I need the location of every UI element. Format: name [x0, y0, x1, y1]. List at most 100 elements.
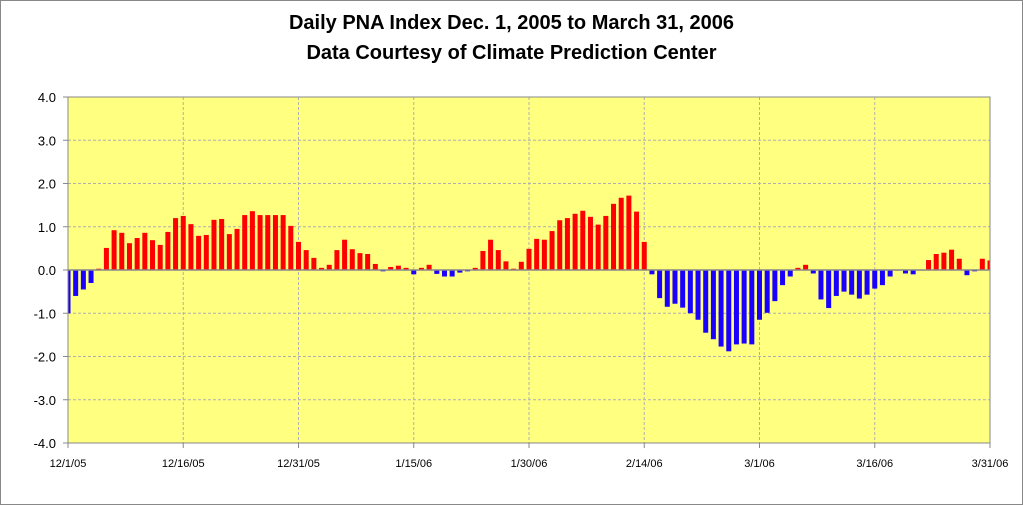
y-tick-label: -1.0 [34, 306, 56, 321]
bar [68, 270, 71, 314]
bar [979, 258, 985, 270]
bar [411, 270, 417, 275]
bar [88, 270, 94, 283]
y-tick-label: -4.0 [34, 436, 56, 451]
bar [418, 267, 424, 270]
x-tick-label: 3/31/06 [972, 458, 1009, 470]
bar [449, 270, 455, 277]
bar [534, 238, 540, 270]
bar [733, 270, 739, 345]
bar [956, 258, 962, 270]
bar [741, 270, 747, 344]
chart-subtitle: Data Courtesy of Climate Prediction Cent… [306, 42, 717, 64]
bar [572, 213, 578, 270]
x-tick-label: 12/31/05 [277, 458, 320, 470]
bar [180, 215, 186, 270]
bar [142, 232, 148, 270]
chart-title: Daily PNA Index Dec. 1, 2005 to March 31… [288, 12, 735, 34]
bar [173, 218, 179, 270]
bar [910, 270, 916, 275]
bar [649, 270, 655, 275]
bar [249, 211, 255, 270]
plot-border [67, 96, 991, 444]
bar [495, 250, 501, 270]
bar [603, 215, 609, 270]
bar [564, 218, 570, 270]
bar [933, 253, 939, 270]
bar [926, 260, 932, 270]
bar [518, 261, 524, 270]
bar [710, 270, 716, 340]
bar [841, 270, 847, 292]
x-tick-label: 12/1/05 [50, 458, 87, 470]
bar [211, 219, 217, 270]
bar [111, 230, 117, 270]
bar [634, 211, 640, 270]
bar [611, 203, 617, 270]
x-tick-label: 12/16/05 [162, 458, 205, 470]
bar [964, 270, 970, 276]
bar [657, 270, 663, 299]
bar [395, 265, 401, 270]
bar [826, 270, 832, 309]
y-tick-label: 0.0 [38, 263, 56, 278]
bar [856, 270, 862, 299]
bar [887, 270, 893, 277]
bar [557, 220, 563, 270]
bar [188, 224, 194, 270]
bar [818, 270, 824, 300]
bar [941, 252, 947, 270]
bar [472, 267, 478, 270]
bar [157, 244, 163, 270]
bar [949, 249, 955, 270]
bar [272, 215, 278, 270]
x-tick-label: 3/16/06 [856, 458, 893, 470]
bar [126, 243, 132, 270]
bar [349, 249, 355, 270]
bar [541, 239, 547, 270]
bar [503, 261, 509, 270]
x-tick-label: 2/14/06 [626, 458, 663, 470]
bar [749, 270, 755, 345]
bar [280, 215, 286, 270]
bar [226, 234, 232, 270]
bar [587, 216, 593, 270]
bar [595, 224, 601, 270]
bar [488, 239, 494, 270]
y-tick-label: 4.0 [38, 90, 56, 105]
bar [803, 264, 809, 270]
bar [703, 270, 709, 333]
bar [849, 270, 855, 295]
bar [549, 231, 555, 270]
bar [480, 250, 486, 270]
bar [80, 270, 86, 290]
bar [772, 270, 778, 302]
bar [303, 250, 309, 270]
bar [833, 270, 839, 296]
bar [103, 247, 109, 270]
bar [687, 270, 693, 314]
bar [242, 215, 248, 270]
bar [265, 215, 271, 270]
bar [726, 270, 732, 352]
bar [664, 270, 670, 307]
y-tick-label: -2.0 [34, 350, 56, 365]
bar [764, 270, 770, 313]
bar [810, 270, 816, 274]
bar [388, 266, 394, 270]
bar [426, 264, 432, 270]
bar [326, 264, 332, 270]
y-tick-label: 1.0 [38, 220, 56, 235]
bar [119, 232, 125, 270]
x-tick-label: 1/15/06 [395, 458, 432, 470]
bar [403, 267, 409, 270]
x-tick-label: 1/30/06 [511, 458, 548, 470]
bar [365, 253, 371, 270]
bar [311, 257, 317, 270]
bar [334, 250, 340, 270]
bar [441, 270, 447, 277]
bar [695, 270, 701, 320]
bar [626, 195, 632, 270]
bar [641, 241, 647, 270]
